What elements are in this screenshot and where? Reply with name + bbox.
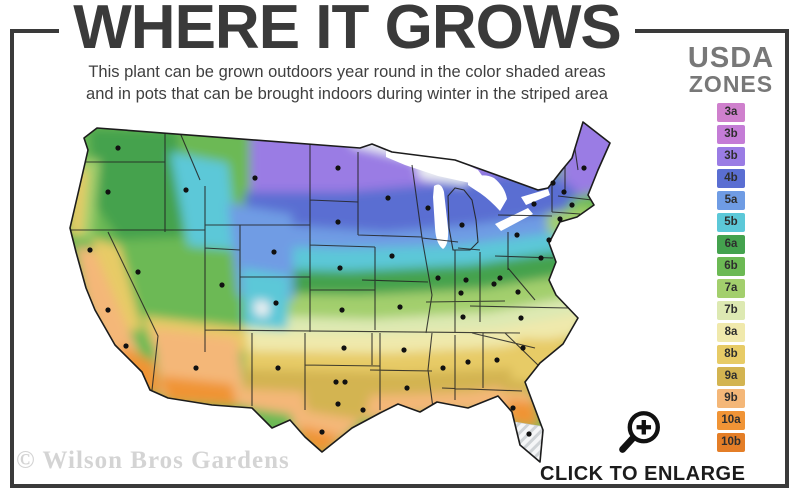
zone-chip-3b: 3b bbox=[717, 125, 745, 144]
subtitle-line-1: This plant can be grown outdoors year ro… bbox=[88, 63, 606, 81]
usda-zones-legend: USDA ZONES 3a 3b 3b 4b 5a 5b 6a 6b 7a 7b 8a 8b 9a 9b 1… bbox=[687, 44, 775, 455]
zone-chip-6b: 6b bbox=[717, 257, 745, 276]
click-to-enlarge-label[interactable]: CLICK TO ENLARGE bbox=[540, 463, 746, 485]
zone-chip-8a: 8a bbox=[717, 323, 745, 342]
zone-legend-list: 3a 3b 3b 4b 5a 5b 6a 6b 7a 7b 8a 8b 9a 9b 10a 10b bbox=[687, 103, 775, 452]
zone-chip-3a: 3a bbox=[717, 103, 745, 122]
lake-ontario bbox=[521, 189, 550, 205]
zone-chip-10b: 10b bbox=[717, 433, 745, 452]
zone-chip-9a: 9a bbox=[717, 367, 745, 386]
legend-title-line2: ZONES bbox=[688, 71, 774, 97]
click-to-enlarge[interactable]: CLICK TO ENLARGE bbox=[540, 406, 746, 486]
zone-chip-5b: 5b bbox=[717, 213, 745, 232]
lake-erie bbox=[495, 208, 533, 231]
lake-superior bbox=[386, 150, 486, 183]
legend-title-line1: USDA bbox=[687, 42, 775, 74]
zone-chip-3b: 3b bbox=[717, 147, 745, 166]
lake-huron bbox=[468, 175, 507, 211]
state-borders bbox=[70, 127, 593, 410]
zone-chip-7a: 7a bbox=[717, 279, 745, 298]
zone-chip-5a: 5a bbox=[717, 191, 745, 210]
page-title: WHERE IT GROWS bbox=[59, 0, 635, 59]
city-dots bbox=[87, 145, 587, 437]
zone-chip-8b: 8b bbox=[717, 345, 745, 364]
zone-chip-7b: 7b bbox=[717, 301, 745, 320]
zone-chip-10a: 10a bbox=[717, 411, 745, 430]
great-lakes bbox=[386, 150, 550, 249]
lake-michigan bbox=[433, 184, 449, 249]
zone-chip-4b: 4b bbox=[717, 169, 745, 188]
us-outline bbox=[69, 121, 611, 463]
subtitle: This plant can be grown outdoors year ro… bbox=[10, 61, 684, 105]
magnifier-plus-icon[interactable] bbox=[609, 406, 667, 462]
zone-chip-6a: 6a bbox=[717, 235, 745, 254]
zone-chip-9b: 9b bbox=[717, 389, 745, 408]
michigan-outline bbox=[447, 187, 479, 251]
header: WHERE IT GROWS bbox=[0, 0, 694, 59]
subtitle-line-2: and in pots that can be brought indoors … bbox=[86, 85, 608, 103]
watermark: © Wilson Bros Gardens bbox=[16, 447, 290, 474]
